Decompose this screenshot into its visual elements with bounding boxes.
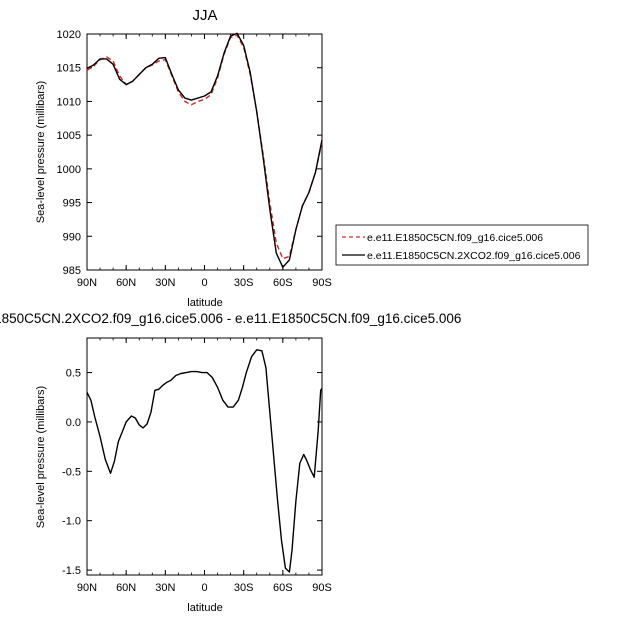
y-tick-label: 1010 bbox=[57, 96, 81, 108]
y-tick-label: -0.5 bbox=[62, 466, 81, 478]
series-line-1-0 bbox=[86, 349, 323, 573]
x-tick-label: 90S bbox=[312, 582, 332, 594]
bottom-x-axis-label: latitude bbox=[187, 602, 222, 614]
x-tick-label: 30S bbox=[234, 277, 254, 289]
bottom-y-axis-label: Sea-level pressure (millibars) bbox=[35, 386, 47, 528]
y-tick-label: 1020 bbox=[57, 29, 81, 41]
top-y-axis-label: Sea-level pressure (millibars) bbox=[35, 81, 47, 223]
x-tick-label: 0 bbox=[201, 277, 207, 289]
y-tick-label: 0.0 bbox=[66, 417, 81, 429]
x-tick-label: 60N bbox=[116, 582, 136, 594]
bottom-chart-title: e.e11.E1850C5CN.2XCO2.f09_g16.cice5.006 … bbox=[0, 311, 461, 326]
x-tick-label: 90N bbox=[77, 582, 97, 594]
x-tick-label: 60S bbox=[273, 582, 293, 594]
y-tick-label: 0.5 bbox=[66, 368, 81, 380]
x-tick-label: 0 bbox=[201, 582, 207, 594]
y-tick-label: 1015 bbox=[57, 63, 81, 75]
y-tick-label: 985 bbox=[63, 265, 81, 277]
top-panel: JJA 90N 60N 30N 0 30S 60S 90S 985 990 995 1000 1005… bbox=[35, 7, 332, 309]
x-tick-label: 60S bbox=[273, 277, 293, 289]
top-chart-title: JJA bbox=[192, 7, 217, 24]
legend-box bbox=[335, 224, 589, 266]
legend: e.e11.E1850C5CN.f09_g16.cice5.006 e.e11.… bbox=[335, 224, 589, 266]
legend-label-2xco2: e.e11.E1850C5CN.2XCO2.f09_g16.cice5.006 bbox=[367, 250, 581, 262]
x-tick-label: 30S bbox=[234, 582, 254, 594]
y-tick-label: 1000 bbox=[57, 164, 81, 176]
top-x-axis-label: latitude bbox=[187, 297, 222, 309]
x-tick-label: 90S bbox=[312, 277, 332, 289]
y-tick-label: -1.5 bbox=[62, 565, 81, 577]
bottom-plot-frame bbox=[86, 337, 323, 576]
series-line-0-0 bbox=[86, 34, 323, 260]
series-line-0-1 bbox=[86, 32, 323, 268]
x-tick-label: 30N bbox=[155, 277, 175, 289]
x-tick-label: 90N bbox=[77, 277, 97, 289]
x-tick-label: 60N bbox=[116, 277, 136, 289]
top-plot-frame bbox=[86, 33, 323, 271]
legend-label-control: e.e11.E1850C5CN.f09_g16.cice5.006 bbox=[367, 232, 543, 244]
y-tick-label: -1.0 bbox=[62, 516, 81, 528]
y-tick-label: 995 bbox=[63, 198, 81, 210]
y-tick-label: 1005 bbox=[57, 130, 81, 142]
x-tick-label: 30N bbox=[155, 582, 175, 594]
bottom-panel: e.e11.E1850C5CN.2XCO2.f09_g16.cice5.006 … bbox=[0, 311, 461, 614]
y-tick-label: 990 bbox=[63, 231, 81, 243]
